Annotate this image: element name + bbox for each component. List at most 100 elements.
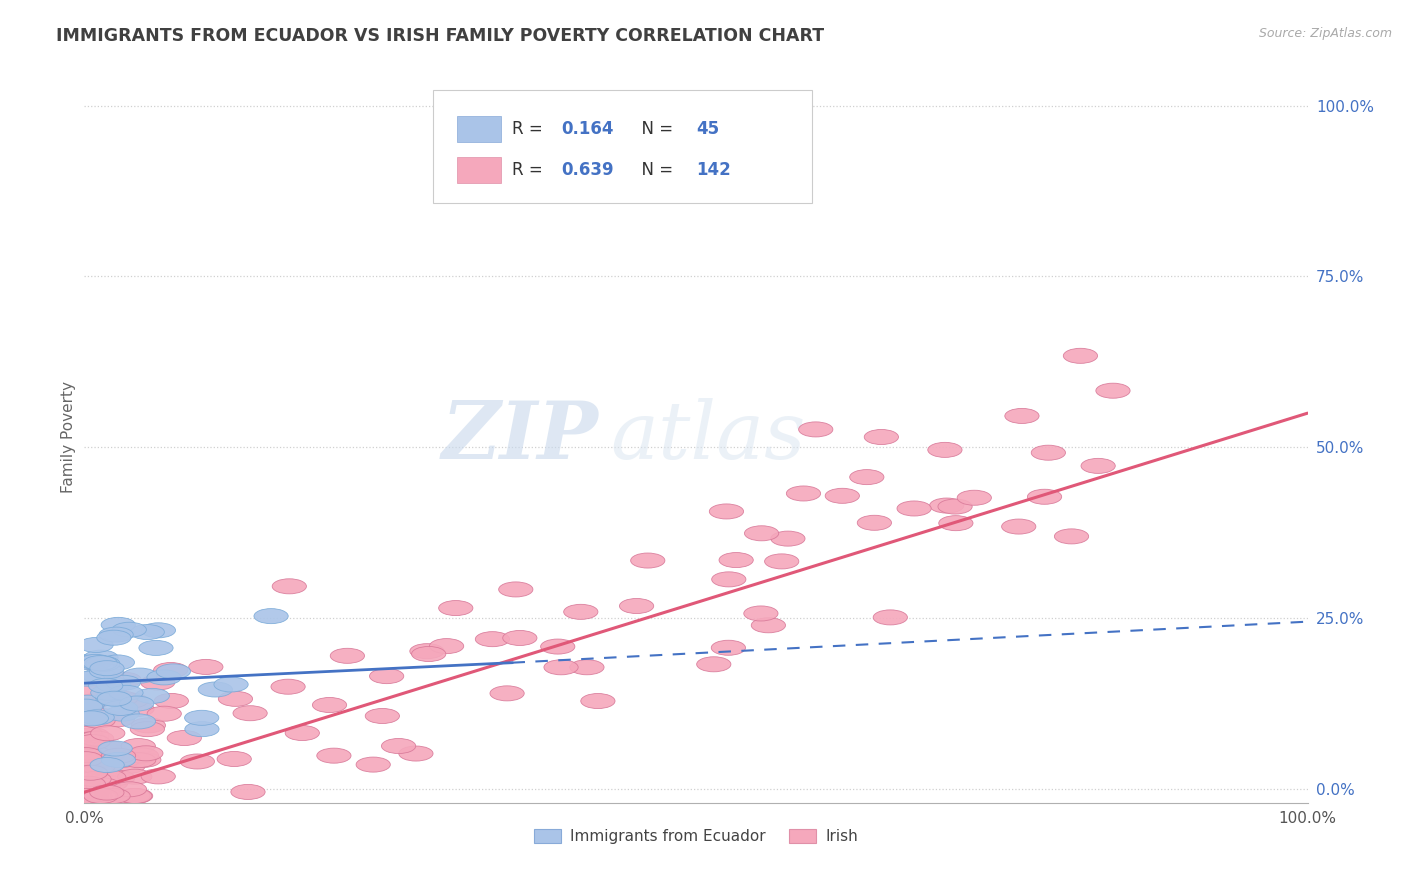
Ellipse shape: [1054, 529, 1088, 544]
Ellipse shape: [72, 789, 105, 804]
Ellipse shape: [356, 757, 391, 772]
Ellipse shape: [1095, 384, 1130, 398]
Ellipse shape: [1005, 409, 1039, 424]
Ellipse shape: [84, 789, 118, 804]
Ellipse shape: [765, 554, 799, 569]
Ellipse shape: [184, 710, 219, 725]
Ellipse shape: [146, 670, 181, 685]
Ellipse shape: [86, 657, 120, 671]
Ellipse shape: [79, 655, 112, 669]
Ellipse shape: [217, 751, 252, 766]
Ellipse shape: [153, 663, 188, 678]
Ellipse shape: [96, 690, 129, 705]
Ellipse shape: [69, 699, 103, 714]
Ellipse shape: [429, 639, 464, 654]
Ellipse shape: [84, 789, 120, 804]
Ellipse shape: [188, 659, 224, 674]
Ellipse shape: [73, 789, 107, 804]
Ellipse shape: [711, 572, 747, 587]
FancyBboxPatch shape: [433, 90, 813, 203]
Ellipse shape: [105, 752, 141, 767]
Ellipse shape: [929, 498, 965, 513]
Ellipse shape: [1028, 489, 1062, 504]
Ellipse shape: [98, 627, 134, 642]
Ellipse shape: [100, 655, 135, 670]
Ellipse shape: [89, 678, 122, 693]
Ellipse shape: [489, 686, 524, 701]
Ellipse shape: [218, 691, 253, 706]
Ellipse shape: [129, 746, 163, 761]
FancyBboxPatch shape: [457, 157, 502, 183]
Ellipse shape: [939, 516, 973, 531]
Ellipse shape: [69, 771, 103, 786]
Ellipse shape: [86, 771, 121, 786]
Ellipse shape: [231, 784, 266, 799]
Ellipse shape: [503, 631, 537, 646]
Ellipse shape: [75, 789, 108, 804]
Ellipse shape: [799, 422, 832, 437]
Legend: Immigrants from Ecuador, Irish: Immigrants from Ecuador, Irish: [527, 822, 865, 850]
Ellipse shape: [1031, 445, 1066, 460]
Ellipse shape: [271, 679, 305, 694]
Ellipse shape: [214, 677, 249, 692]
Ellipse shape: [69, 789, 103, 804]
Ellipse shape: [73, 767, 107, 781]
Ellipse shape: [105, 675, 141, 690]
Ellipse shape: [107, 673, 142, 687]
Ellipse shape: [98, 741, 132, 756]
Ellipse shape: [475, 632, 509, 647]
Ellipse shape: [1081, 458, 1115, 474]
Ellipse shape: [97, 677, 131, 692]
Ellipse shape: [77, 772, 111, 787]
Ellipse shape: [104, 690, 138, 706]
Ellipse shape: [69, 726, 103, 741]
Ellipse shape: [124, 747, 159, 763]
Ellipse shape: [316, 748, 352, 764]
Ellipse shape: [412, 647, 446, 662]
Ellipse shape: [148, 706, 181, 722]
Ellipse shape: [254, 608, 288, 624]
Ellipse shape: [112, 781, 146, 797]
Ellipse shape: [82, 759, 115, 774]
Ellipse shape: [91, 770, 127, 785]
Ellipse shape: [285, 725, 319, 740]
Ellipse shape: [118, 769, 152, 784]
Ellipse shape: [786, 486, 821, 501]
Text: 0.164: 0.164: [561, 120, 614, 138]
Ellipse shape: [381, 739, 416, 754]
Ellipse shape: [104, 700, 138, 715]
Ellipse shape: [91, 740, 125, 756]
Ellipse shape: [77, 789, 111, 804]
Ellipse shape: [70, 655, 105, 670]
Ellipse shape: [69, 747, 103, 763]
Ellipse shape: [273, 579, 307, 594]
Ellipse shape: [131, 722, 165, 737]
Ellipse shape: [155, 693, 188, 708]
Ellipse shape: [100, 712, 135, 727]
Ellipse shape: [97, 691, 132, 706]
Ellipse shape: [90, 785, 124, 800]
Ellipse shape: [69, 747, 104, 763]
Text: R =: R =: [513, 120, 548, 138]
Ellipse shape: [121, 714, 156, 729]
Ellipse shape: [439, 600, 472, 615]
Ellipse shape: [69, 789, 104, 804]
Ellipse shape: [156, 664, 191, 679]
Ellipse shape: [105, 706, 139, 721]
Ellipse shape: [409, 644, 444, 658]
Ellipse shape: [84, 789, 118, 804]
Ellipse shape: [865, 429, 898, 444]
Ellipse shape: [101, 752, 135, 767]
Ellipse shape: [73, 789, 107, 804]
Ellipse shape: [72, 783, 105, 798]
Ellipse shape: [849, 469, 884, 484]
Ellipse shape: [131, 718, 166, 733]
Ellipse shape: [873, 610, 907, 625]
Ellipse shape: [938, 499, 972, 514]
Ellipse shape: [1063, 348, 1098, 363]
Ellipse shape: [770, 531, 806, 546]
Ellipse shape: [709, 504, 744, 519]
Y-axis label: Family Poverty: Family Poverty: [60, 381, 76, 493]
Ellipse shape: [80, 731, 114, 746]
Ellipse shape: [70, 671, 105, 686]
